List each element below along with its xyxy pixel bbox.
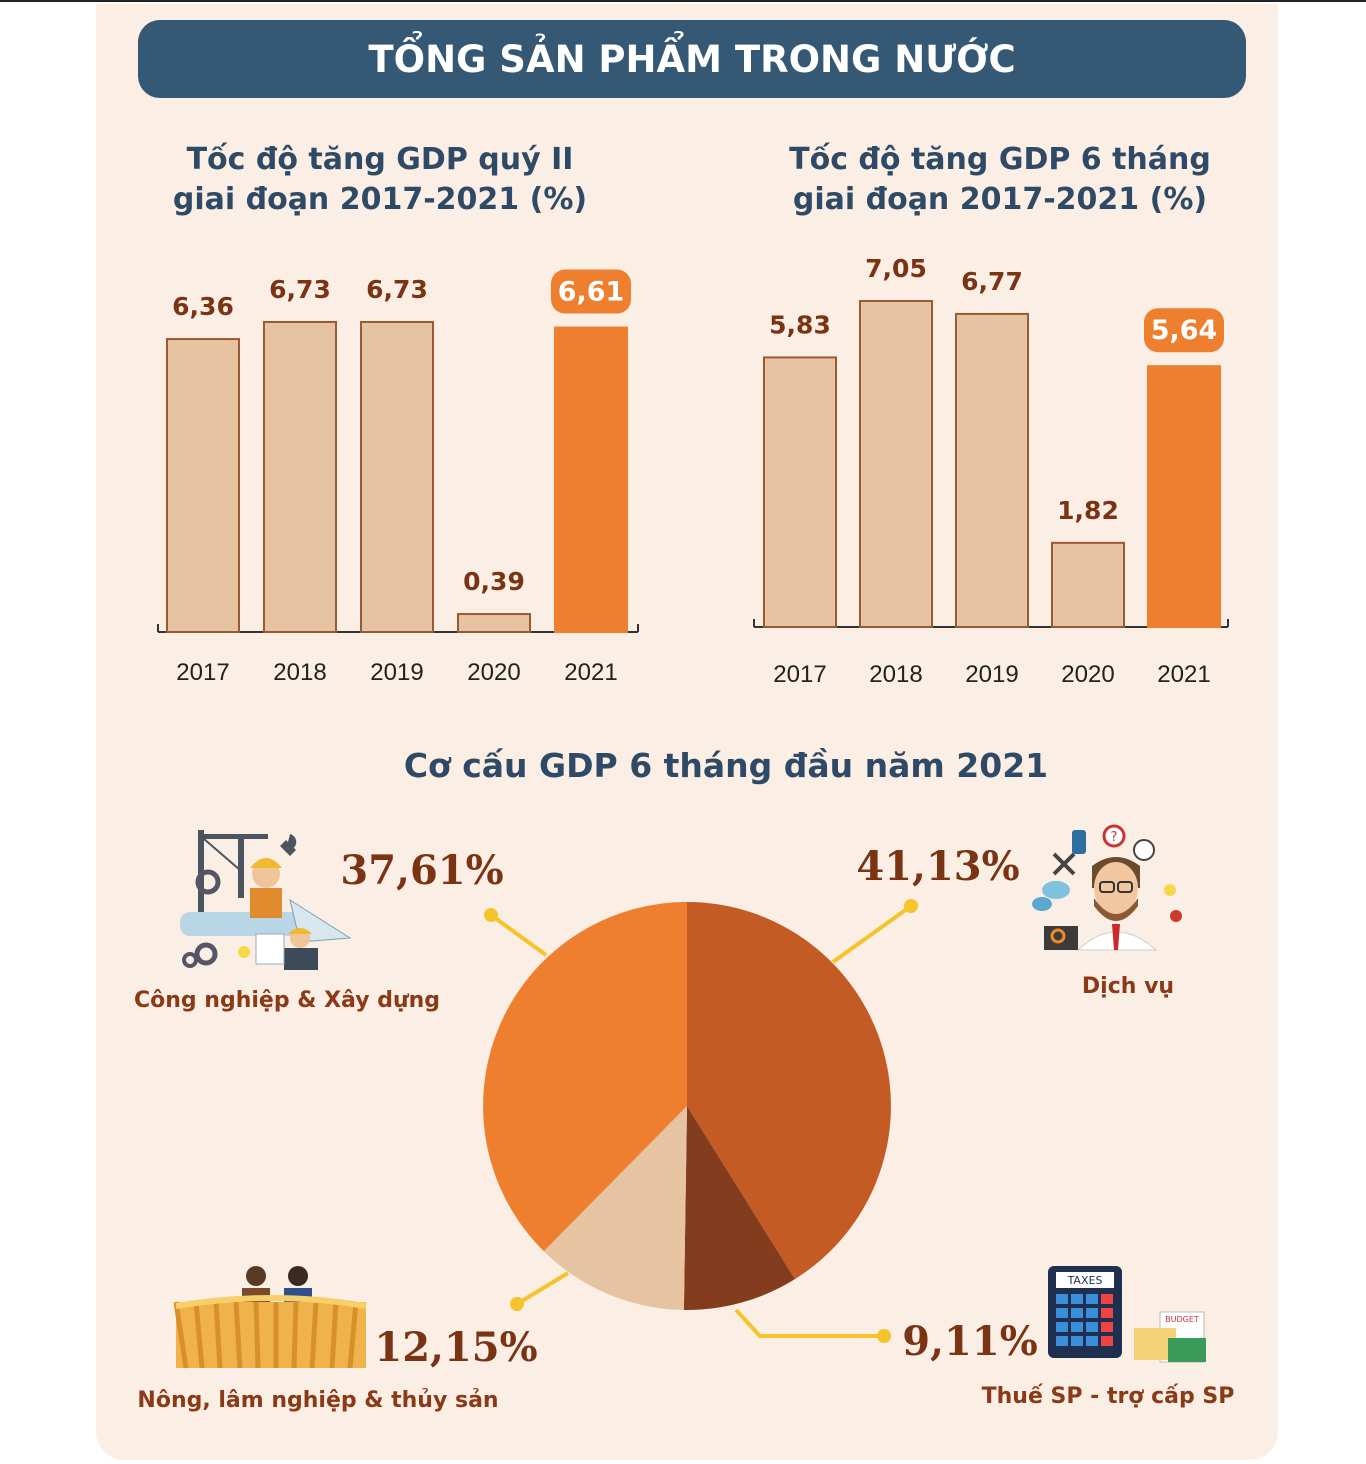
- x-tick-label-2020: 2020: [467, 659, 520, 686]
- taxes-calculator-icon: TAXES BUDGET: [1048, 1266, 1206, 1363]
- bar-2019: [360, 321, 434, 633]
- pie-slice-c-ng-nghi-p-x-y-d-ng: [483, 902, 687, 1252]
- pie-sector-label-d-ch-v-: Dịch vụ: [1082, 974, 1174, 999]
- pie-sector-label-n-ng-l-m-nghi-p-th-y-s-n: Nông, lâm nghiệp & thủy sản: [137, 1388, 498, 1413]
- chart2-title-line2: giai đoạn 2017-2021 (%): [792, 182, 1208, 217]
- x-tick-label-2020: 2020: [1061, 661, 1114, 688]
- bar-value-label-2020: 1,82: [1057, 496, 1119, 525]
- highlight-value-pill: [551, 269, 631, 314]
- bar-2021: [1147, 365, 1221, 628]
- x-tick-label-2017: 2017: [773, 661, 826, 688]
- pie-slice-n-ng-l-m-nghi-p-th-y-s-n: [543, 1106, 687, 1310]
- x-tick-label-2017: 2017: [176, 659, 229, 686]
- chart2-title: Tốc độ tăng GDP 6 tháng giai đoạn 2017-2…: [770, 140, 1230, 220]
- industry-construction-icon: [180, 830, 352, 970]
- bar-2019: [955, 312, 1029, 628]
- top-border-line: [0, 0, 1366, 2]
- bar-value-label-2018: 6,73: [269, 275, 331, 304]
- pie-chart-gdp-structure: 41,13% Dịch vụ 9,11% Thuế SP - trợ cấp SP 12…: [134, 843, 1234, 1413]
- chart1-title: Tốc độ tăng GDP quý II giai đoạn 2017-20…: [150, 140, 610, 220]
- leader-dot-n-ng-l-m-nghi-p-th-y-s-n: [510, 1297, 524, 1311]
- bar-chart-gdp-6-months: 5,83 2017 7,05 2018 6,77 2019 1,82 2020 5,64 2021: [753, 254, 1229, 688]
- chart1-title-line2: giai đoạn 2017-2021 (%): [172, 182, 588, 217]
- pie-slice-d-ch-v-: [687, 902, 891, 1280]
- pie-sector-label-thu-sp-tr-c-p-sp: Thuế SP - trợ cấp SP: [982, 1384, 1235, 1409]
- bar-value-label-2020: 0,39: [463, 567, 525, 596]
- x-tick-label-2018: 2018: [869, 661, 922, 688]
- bar-value-label-2017: 5,83: [769, 310, 831, 339]
- pie-percent-label-c-ng-nghi-p-x-y-d-ng: 37,61%: [340, 847, 503, 894]
- x-tick-label-2019: 2019: [965, 661, 1018, 688]
- bar-value-label-2019: 6,73: [366, 275, 428, 304]
- leader-line-n-ng-l-m-nghi-p-th-y-s-n: [515, 1271, 570, 1306]
- pie-percent-label-n-ng-l-m-nghi-p-th-y-s-n: 12,15%: [374, 1324, 537, 1371]
- page-banner: TỔNG SẢN PHẨM TRONG NƯỚC: [138, 20, 1246, 98]
- taxes-label: TAXES: [1067, 1274, 1103, 1287]
- pie-percent-label-thu-sp-tr-c-p-sp: 9,11%: [902, 1318, 1037, 1365]
- bar-2017: [166, 338, 240, 633]
- leader-dot-thu-sp-tr-c-p-sp: [877, 1329, 891, 1343]
- bar-value-label-2021: 5,64: [1151, 315, 1218, 346]
- bar-2017: [763, 356, 837, 628]
- page-title: TỔNG SẢN PHẨM TRONG NƯỚC: [368, 37, 1016, 81]
- leader-line-thu-sp-tr-c-p-sp: [734, 1308, 884, 1338]
- bar-2020: [1051, 541, 1125, 628]
- svg-text:?: ?: [1111, 830, 1118, 845]
- x-tick-label-2021: 2021: [1157, 661, 1210, 688]
- x-tick-label-2018: 2018: [273, 659, 326, 686]
- bar-value-label-2018: 7,05: [865, 254, 927, 283]
- bar-2018: [859, 300, 933, 628]
- x-tick-label-2019: 2019: [370, 659, 423, 686]
- bar-2018: [263, 321, 337, 633]
- leader-line-d-ch-v-: [831, 904, 913, 964]
- x-tick-label-2021: 2021: [564, 659, 617, 686]
- bar-value-label-2021: 6,61: [558, 277, 625, 308]
- leader-line-c-ng-nghi-p-x-y-d-ng: [489, 913, 548, 957]
- pie-percent-label-d-ch-v-: 41,13%: [856, 843, 1019, 890]
- bar-chart-gdp-quarter-2: 6,36 2017 6,73 2018 6,73 2019 0,39 2020 6,61 2021: [157, 269, 639, 686]
- bar-2021: [554, 326, 628, 633]
- chart1-title-line1: Tốc độ tăng GDP quý II: [186, 142, 574, 177]
- highlight-value-pill: [1144, 308, 1224, 353]
- chart2-title-line1: Tốc độ tăng GDP 6 tháng: [789, 142, 1211, 177]
- bar-value-label-2017: 6,36: [172, 292, 234, 321]
- pie-title: Cơ cấu GDP 6 tháng đầu năm 2021: [403, 746, 1049, 785]
- bar-2020: [457, 613, 531, 633]
- bar-value-label-2019: 6,77: [961, 267, 1023, 296]
- leader-dot-c-ng-nghi-p-x-y-d-ng: [484, 908, 498, 922]
- agriculture-farmers-icon: [173, 1266, 367, 1369]
- pie-slice-thu-sp-tr-c-p-sp: [683, 1106, 795, 1311]
- pie-sector-label-c-ng-nghi-p-x-y-d-ng: Công nghiệp & Xây dựng: [134, 988, 440, 1013]
- services-support-icon: ?: [1032, 824, 1182, 951]
- leader-dot-d-ch-v-: [904, 899, 918, 913]
- budget-label: BUDGET: [1165, 1315, 1199, 1324]
